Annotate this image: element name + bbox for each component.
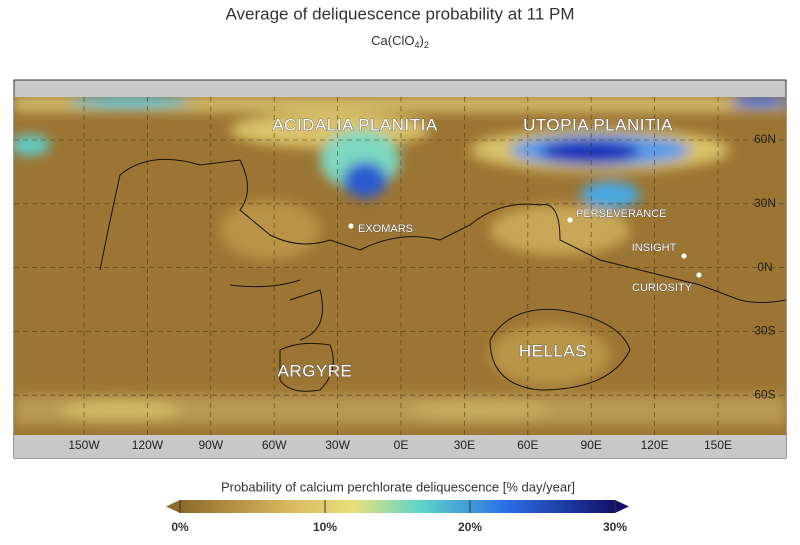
colorbar-tick-label: 20% — [458, 520, 482, 534]
region-label: ARGYRE — [278, 361, 353, 380]
lon-label: 0E — [394, 438, 409, 452]
lat-label: 60N — [754, 132, 776, 146]
colorbar-tick-label: 0% — [171, 520, 189, 534]
lon-label: 120W — [132, 438, 164, 452]
lon-label: 150E — [704, 438, 732, 452]
region-label: UTOPIA PLANITIA — [523, 115, 673, 134]
lon-band — [14, 435, 786, 458]
formula-part: 4 — [414, 40, 419, 50]
site-label: INSIGHT — [632, 242, 677, 254]
lon-label: 30E — [454, 438, 475, 452]
formula-part: 2 — [424, 40, 429, 50]
map-layer: 150W 120W 90W 60W 30W 0E 30E 60E 90E 120E 150E 60N 3… — [14, 97, 786, 452]
site-marker — [681, 253, 687, 259]
heatmap — [14, 97, 786, 435]
colorbar-extend-low — [166, 500, 180, 513]
lon-label: 90W — [198, 438, 223, 452]
lon-label: 30W — [325, 438, 350, 452]
site-marker — [567, 217, 573, 223]
lat-label: 30N — [754, 196, 776, 210]
site-label: CURIOSITY — [632, 282, 693, 294]
region-label: HELLAS — [519, 341, 587, 360]
lat-label: 0N — [757, 260, 772, 274]
formula-part: Ca(ClO — [371, 33, 414, 48]
formula-part: ) — [420, 33, 424, 48]
site-marker — [348, 223, 354, 229]
lon-label: 120E — [641, 438, 669, 452]
colorbar-tick-label: 10% — [313, 520, 337, 534]
lat-label: 30S — [754, 324, 775, 338]
lon-label: 150W — [68, 438, 100, 452]
subtitle: Ca(ClO4)2 — [371, 33, 429, 50]
site-label: PERSEVERANCE — [576, 208, 666, 220]
colorbar-extend-high — [615, 500, 629, 513]
colorbar-tick-label: 30% — [603, 520, 627, 534]
title: Average of deliquescence probability at … — [225, 4, 574, 23]
lon-label: 60E — [517, 438, 538, 452]
region-label: ACIDALIA PLANITIA — [272, 115, 437, 134]
lon-label: 90E — [581, 438, 602, 452]
colorbar-label: Probability of calcium perchlorate deliq… — [221, 479, 575, 494]
site-label: EXOMARS — [358, 223, 413, 235]
site-marker — [696, 272, 702, 278]
lat-label: 60S — [754, 387, 775, 401]
lon-label: 60W — [262, 438, 287, 452]
colorbar — [180, 500, 615, 513]
